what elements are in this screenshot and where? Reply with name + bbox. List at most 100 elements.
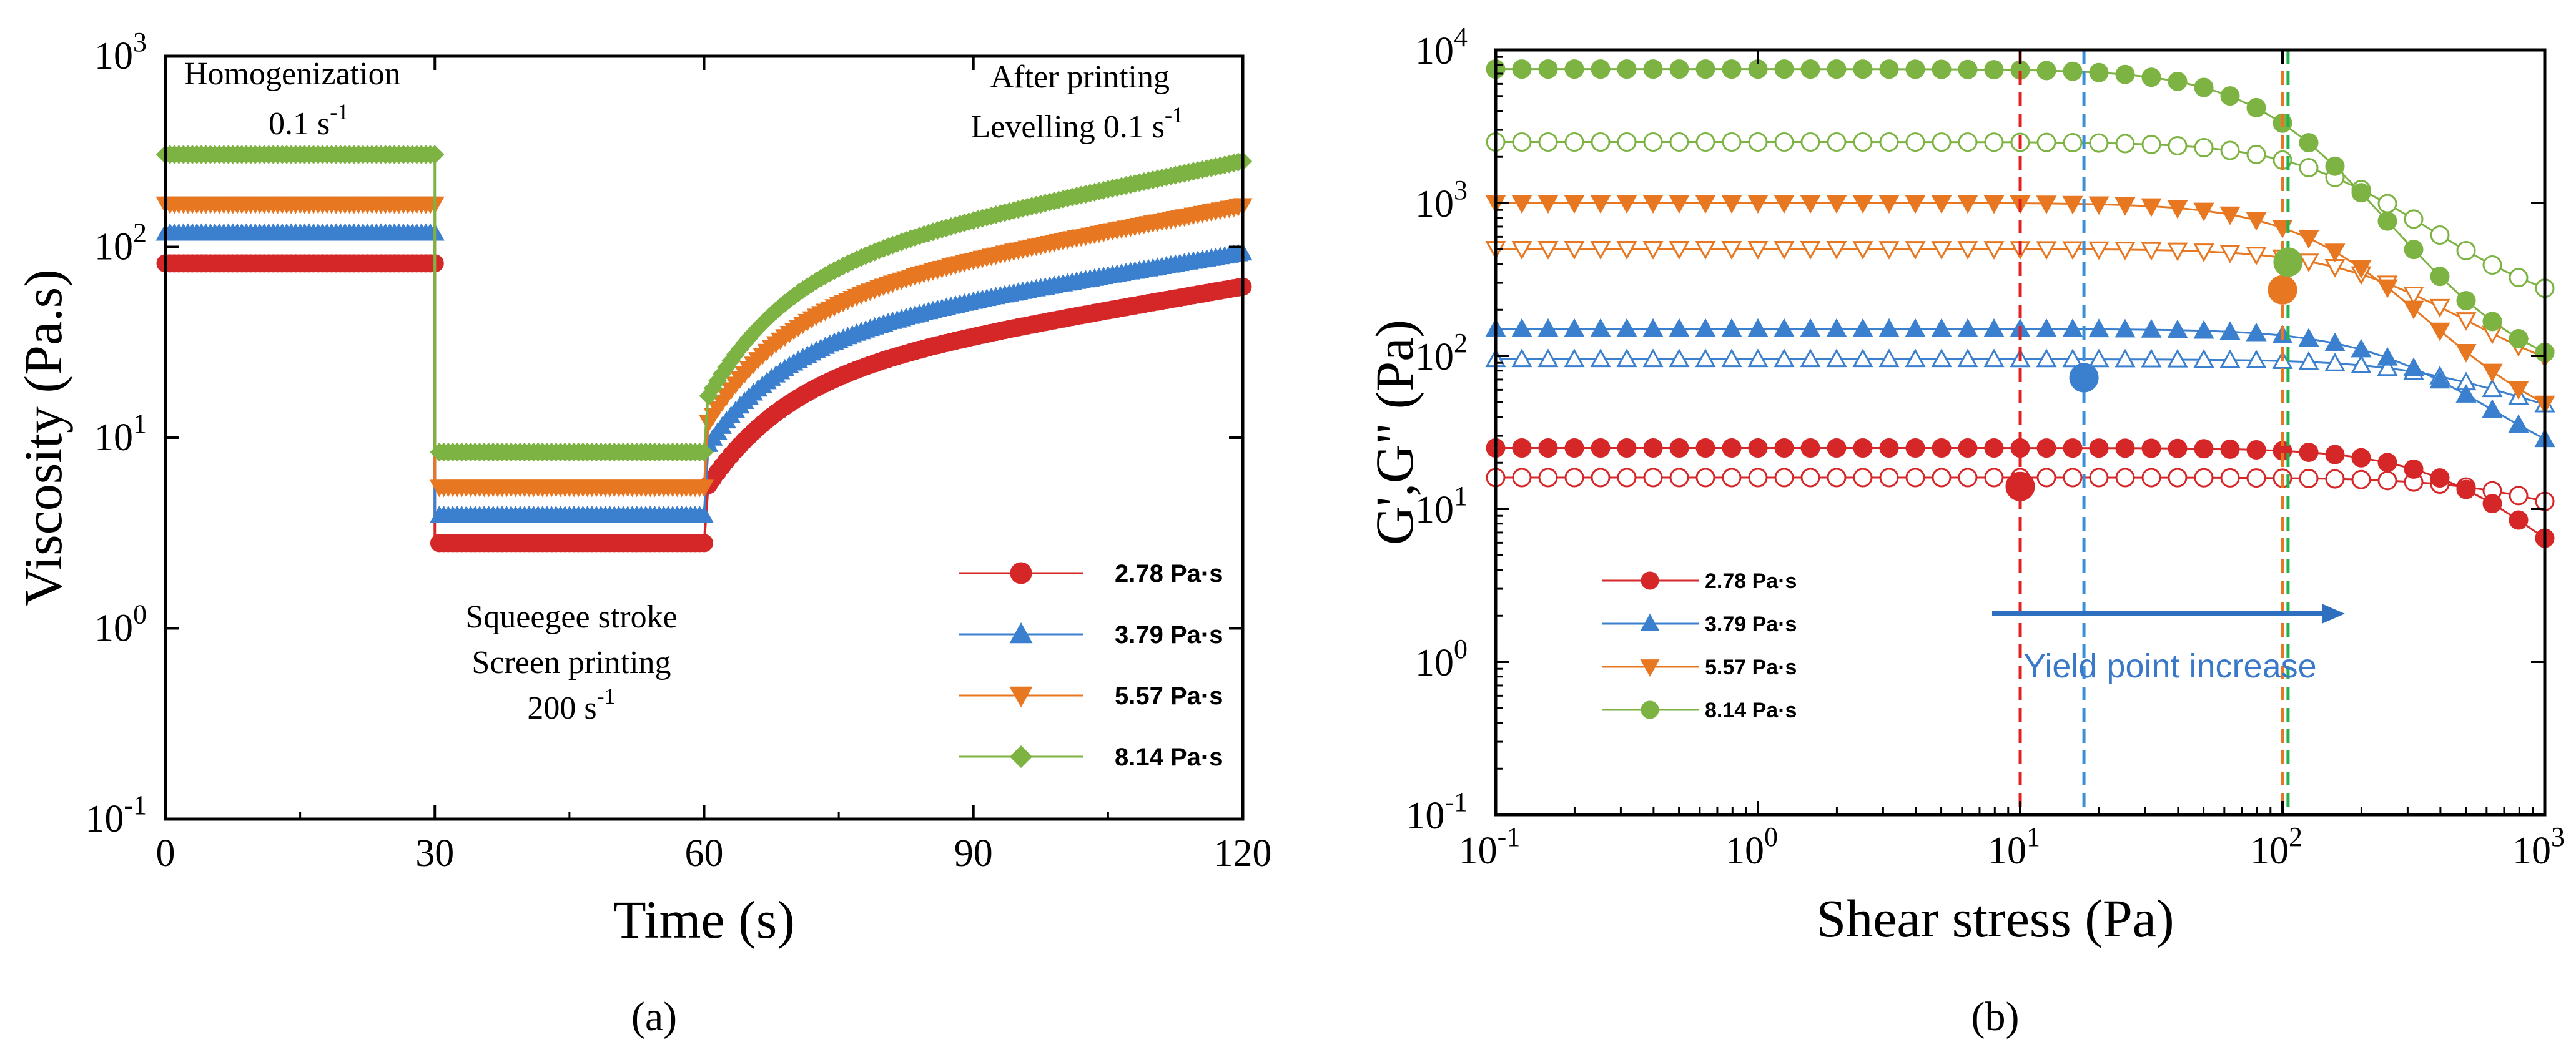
y-tick-label-b: 104 <box>1415 22 1468 72</box>
series-b-gp-point <box>2167 200 2188 219</box>
y-tick-label-a: 101 <box>94 408 147 459</box>
series-b-gp-point <box>2089 438 2109 458</box>
series-b-gpp-point <box>2036 468 2056 488</box>
series-b-gp-point <box>1853 438 1873 458</box>
series-b-gp-point <box>1905 438 1925 458</box>
series-b-gp-point <box>2403 357 2424 376</box>
series-b-gpp-point <box>2404 209 2424 229</box>
series-b-gp-point <box>2429 370 2450 389</box>
series-b-gpp-point <box>2141 134 2161 154</box>
series-b-gpp-point <box>2455 312 2477 331</box>
series-a-point <box>694 443 714 462</box>
series-b-gpp-point <box>1511 348 1532 368</box>
legend-a-label: 8.14 Pa·s <box>1115 744 1223 771</box>
series-b-gpp-point <box>1747 348 1769 368</box>
series-b-gp-point <box>2430 468 2450 488</box>
x-tick-label-a: 30 <box>415 832 454 875</box>
series-b-gp-point <box>2508 381 2529 400</box>
series-b-gp-point <box>2455 384 2477 403</box>
series-a-point <box>694 479 714 498</box>
series-b-gp-point <box>2246 322 2267 342</box>
series-b-gp-point <box>2115 64 2135 84</box>
series-b-gpp-point <box>2246 144 2266 164</box>
series-b-gpp-point <box>2036 241 2057 260</box>
series-b-gp-point <box>2429 322 2450 342</box>
series-b-gpp-point <box>1669 132 1689 152</box>
series-b-gp-point <box>1827 59 1847 79</box>
series-b-gpp-point <box>2509 486 2529 506</box>
x-tick-label-b: 101 <box>1988 822 2040 872</box>
series-b-gp-point <box>1800 438 1820 458</box>
series-b-gp-point <box>2141 319 2162 338</box>
series-a-0 <box>156 254 1252 553</box>
series-b-gp-point <box>2324 243 2346 262</box>
yield-point <box>2069 363 2099 393</box>
series-b-gp-point <box>2456 291 2476 311</box>
series-b-gp-point <box>2168 71 2188 91</box>
series-b-gp-point <box>1590 318 1611 337</box>
x-tick-label-a: 0 <box>156 832 175 875</box>
series-a-2 <box>155 196 1253 498</box>
series-b-gp-point <box>1511 318 1532 337</box>
series-b-gp-point <box>2351 260 2372 279</box>
legend-b-marker <box>1641 571 1659 590</box>
series-b-gp-point <box>1512 59 1532 79</box>
x-tick-label-b: 102 <box>2250 822 2302 872</box>
series-b-gpp-point <box>2482 378 2503 398</box>
series-b-gpp-point <box>2456 240 2476 260</box>
series-b-gp-point <box>1826 195 1847 214</box>
series-b-gpp-point <box>1643 468 1663 488</box>
series-b-gpp-point <box>1905 468 1925 488</box>
series-b-gp-point <box>2089 62 2109 82</box>
annotation-after-printing: After printing <box>990 59 1170 95</box>
series-b-gp-point <box>1826 318 1847 337</box>
series-b-gp-point <box>1957 318 1978 337</box>
series-b-gpp-point <box>2036 348 2057 368</box>
series-b-gp-point <box>1984 60 2004 80</box>
series-b-gp-point <box>2088 196 2110 215</box>
series-b-gp-point <box>2062 318 2083 337</box>
series-b-gp-point <box>1616 195 1637 214</box>
series-b-gp-point <box>2482 399 2503 418</box>
series-b-gp-point <box>1878 318 1900 337</box>
series-b-gpp-point <box>1642 241 1664 260</box>
series-b-gpp-point <box>1774 132 1794 152</box>
series-b-gpp-point <box>2324 352 2346 371</box>
yield-point <box>2005 471 2035 501</box>
series-b-gp-point <box>1852 318 1873 337</box>
series-b-gpp-point <box>2115 348 2136 368</box>
y-tick-label-a: 10-1 <box>85 790 147 840</box>
legend-a-label: 5.57 Pa·s <box>1115 682 1223 710</box>
series-b-gpp-point <box>1537 241 1559 260</box>
series-b-gp-point <box>1722 59 1742 79</box>
series-b-gpp-point <box>1932 468 1952 488</box>
series-b-gp-point <box>1722 438 1742 458</box>
series-b-gpp-point <box>1853 132 1873 152</box>
series-b-gpp-point <box>1774 348 1795 368</box>
series-b-gp-point <box>2115 438 2135 458</box>
legend-a: 2.78 Pa·s 3.79 Pa·s 5.57 Pa·s 8.14 Pa·s <box>959 560 1223 771</box>
series-b-gp-point <box>1747 195 1769 214</box>
series-b-gp-point <box>1852 195 1873 214</box>
yield-point <box>2268 275 2297 305</box>
series-b-gpp-point <box>1878 348 1900 368</box>
series-b-gpp-point <box>2377 471 2397 491</box>
series-b-gp-point <box>2219 321 2241 340</box>
series-b-gpp-point <box>1617 132 1637 152</box>
series-b-gp-point <box>1669 59 1689 79</box>
series-b-gpp-point <box>2246 468 2266 488</box>
series-b-gpp-point <box>1852 241 1873 260</box>
legend-b: 2.78 Pa·s 3.79 Pa·s 5.57 Pa·s 8.14 Pa·s <box>1602 569 1797 722</box>
series-b-gp-point <box>1774 438 1794 458</box>
series-b-gpp-point <box>2141 242 2162 261</box>
series-b-gp-point <box>2377 211 2397 231</box>
series-b-gpp-point <box>2509 268 2529 288</box>
series-b-gp-point <box>1617 59 1637 79</box>
series-b-gp-point <box>1564 438 1584 458</box>
annotation-yield: Yield point increase <box>2023 647 2316 685</box>
series-b-gp-point <box>1800 59 1820 79</box>
series-b-gp-point <box>1774 318 1795 337</box>
series-b-gpp-point <box>1800 132 1820 152</box>
series-b-gp-point <box>1931 318 1952 337</box>
